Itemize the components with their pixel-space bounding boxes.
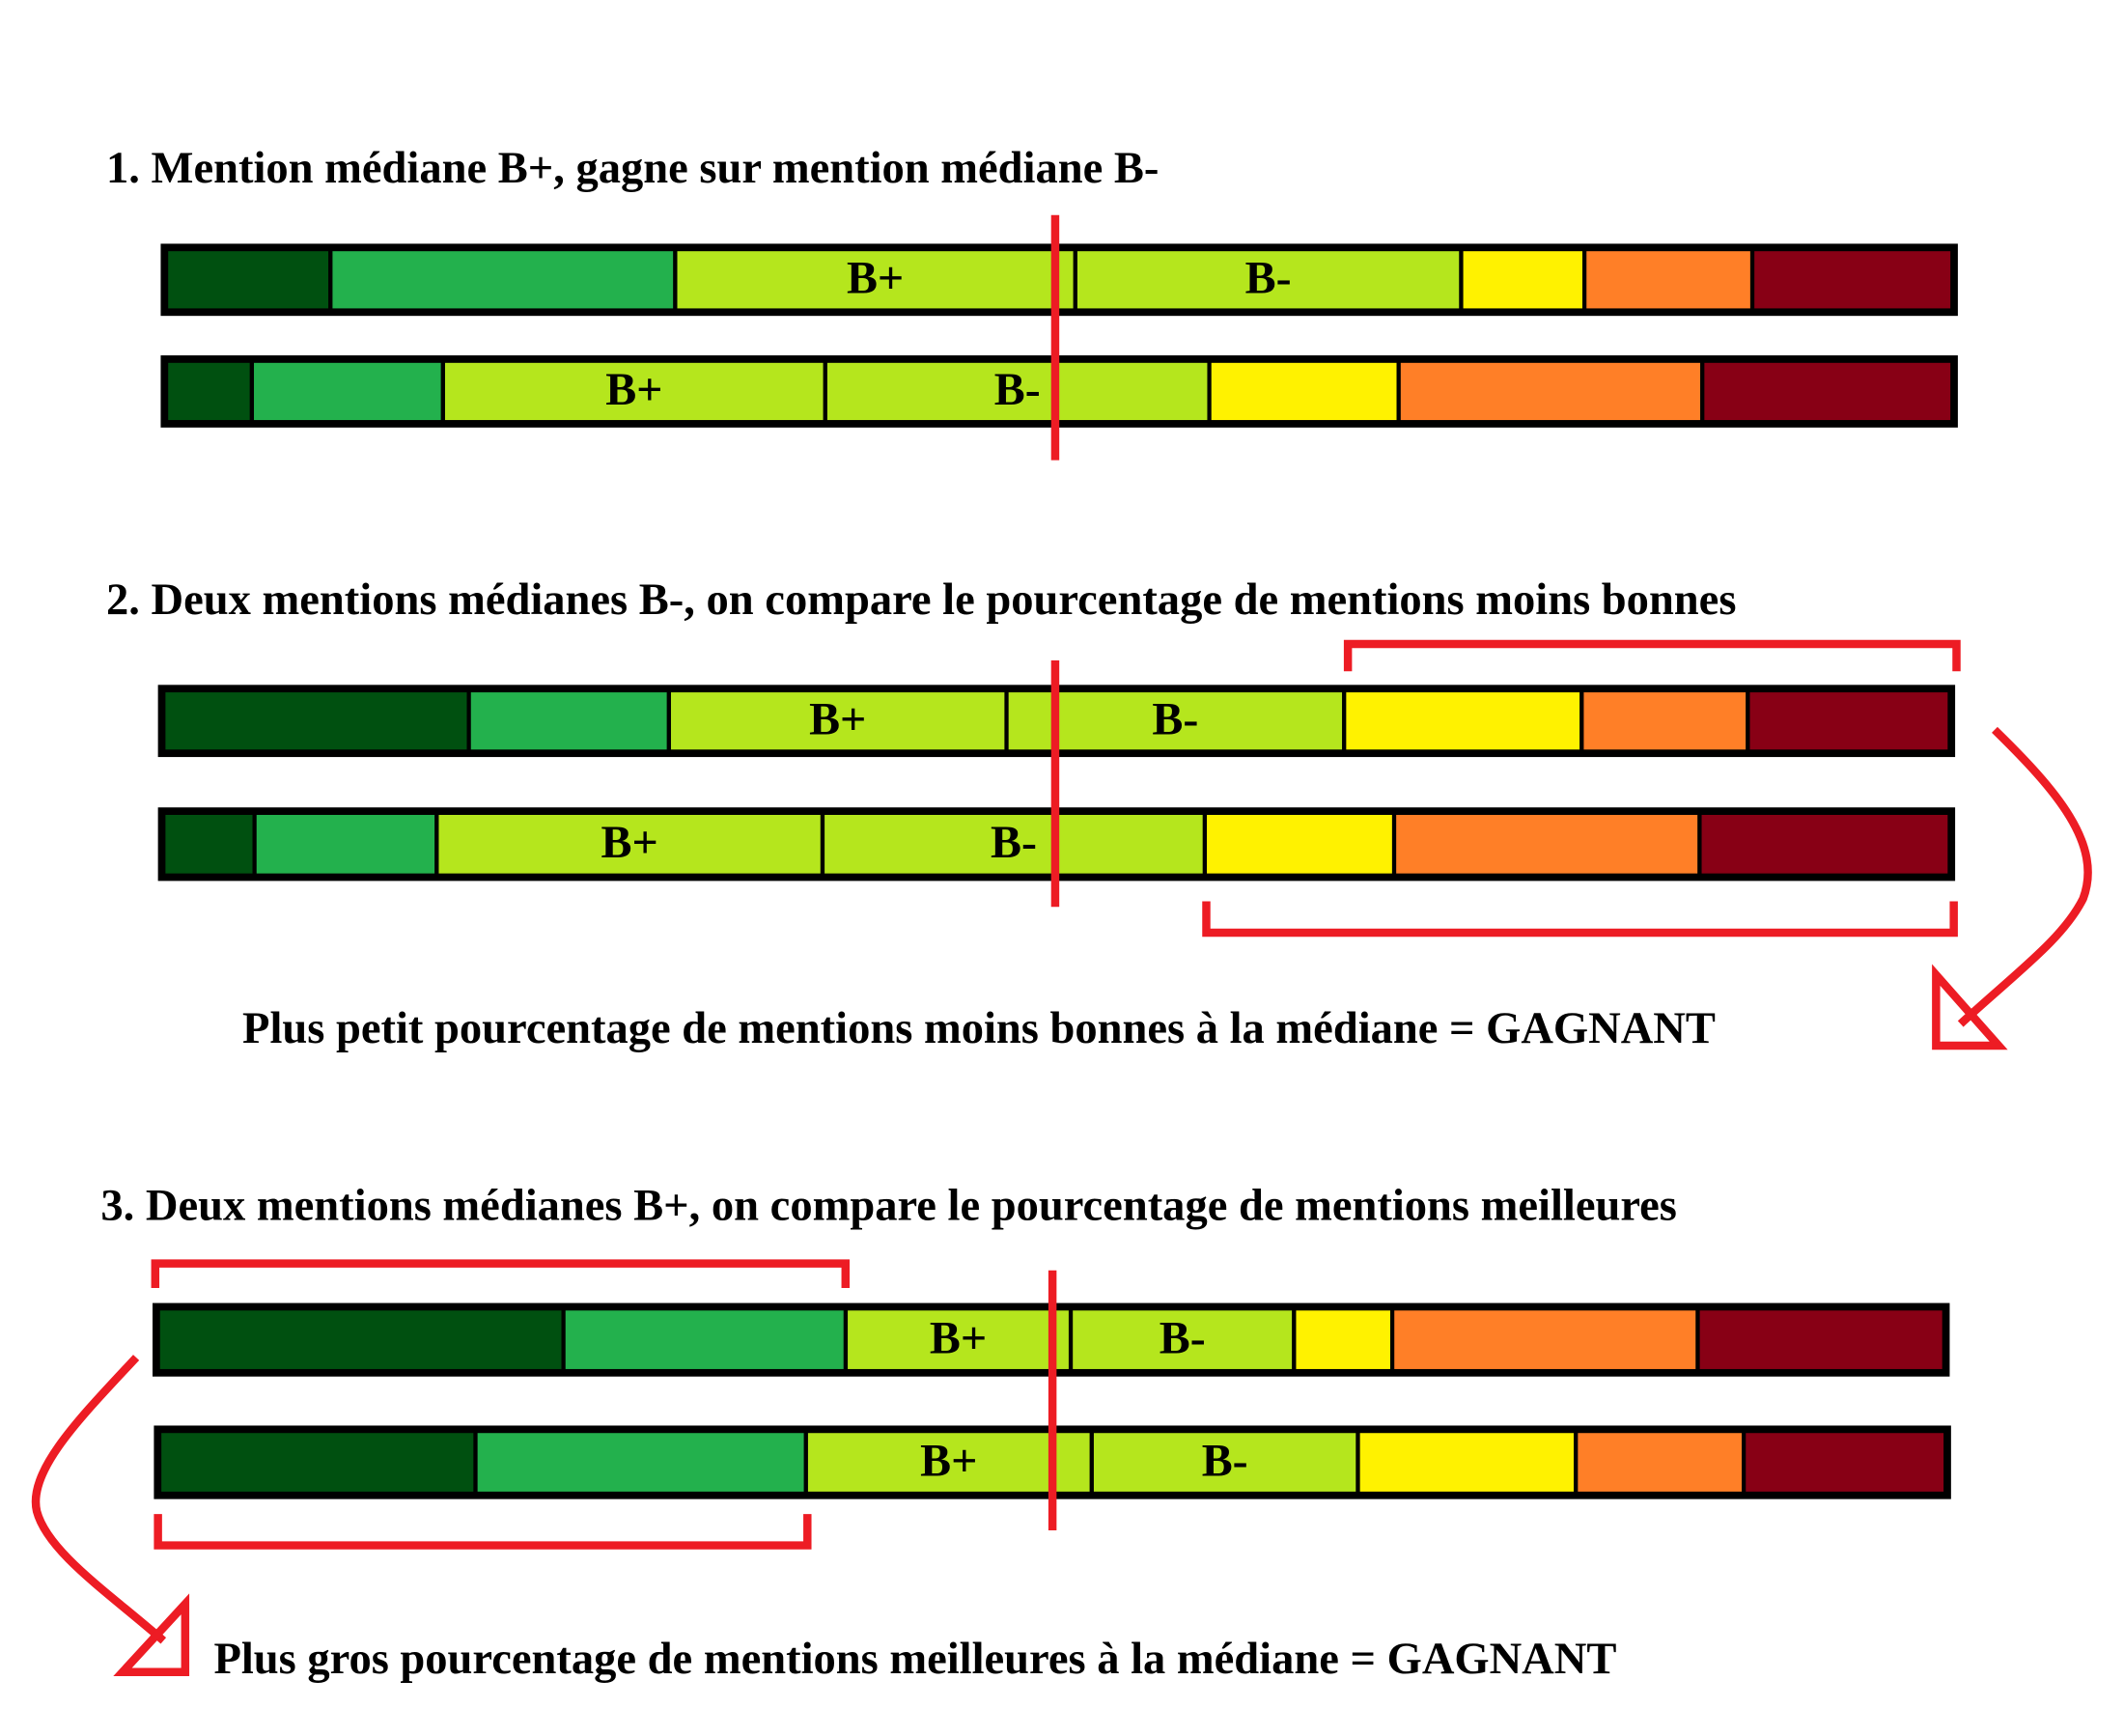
grade-segment-6 <box>1582 246 1755 313</box>
grade-segment-6 <box>1579 687 1750 754</box>
grade-segment-6 <box>1389 1306 1700 1374</box>
section-2-bottom-bracket <box>1202 901 1958 938</box>
grade-segment-label: B+ <box>809 694 866 745</box>
grade-segment-5 <box>1355 1429 1579 1497</box>
grade-segment-5 <box>1292 1306 1395 1374</box>
section-1-title: 1. Mention médiane B+, gagne sur mention… <box>106 144 1159 193</box>
grade-segment-label: B- <box>991 817 1037 868</box>
grade-segment-2 <box>473 1429 808 1497</box>
section-3-bottom-bracket <box>154 1514 812 1550</box>
grade-segment-1 <box>155 1306 566 1374</box>
grade-segment-7 <box>1697 810 1952 878</box>
grade-segment-1 <box>163 358 255 425</box>
grade-segment-4 <box>820 810 1208 878</box>
grade-segment-5 <box>1207 358 1401 425</box>
grade-segment-3 <box>843 1306 1074 1374</box>
section-2-conclusion: Plus petit pourcentage de mentions moins… <box>242 1004 1716 1053</box>
grade-segment-label: B- <box>994 364 1041 415</box>
section-3-top-bracket <box>151 1259 851 1289</box>
section-2-title: 2. Deux mentions médianes B-, on compare… <box>106 575 1736 625</box>
grade-segment-label: B+ <box>601 817 658 868</box>
section-3-title: 3. Deux mentions médianes B+, on compare… <box>100 1182 1676 1231</box>
grade-segment-6 <box>1396 358 1705 425</box>
section-2-top-bracket <box>1343 639 1961 672</box>
section-1-bar-2: B+ B- <box>160 355 1958 428</box>
section-2-curved-arrow <box>1957 726 2092 1027</box>
grade-segment-3 <box>434 810 825 878</box>
grade-segment-3 <box>666 687 1009 754</box>
grade-segment-5 <box>1202 810 1397 878</box>
grade-segment-1 <box>156 1429 478 1497</box>
section-2-arrowhead-icon <box>1932 964 2008 1050</box>
grade-segment-2 <box>252 810 439 878</box>
grade-segment-3 <box>440 358 827 425</box>
grade-segment-4 <box>823 358 1212 425</box>
grade-segment-2 <box>249 358 445 425</box>
grade-segment-label: B+ <box>920 1435 977 1486</box>
grade-segment-label: B+ <box>847 253 904 304</box>
grade-segment-label: B- <box>1245 253 1292 304</box>
grade-segment-6 <box>1391 810 1702 878</box>
grade-segment-2 <box>328 246 678 313</box>
section-3-curved-arrow <box>31 1355 167 1644</box>
grade-segment-7 <box>1746 687 1952 754</box>
grade-segment-7 <box>1700 358 1955 425</box>
grade-segment-6 <box>1574 1429 1747 1497</box>
grade-segment-label: B+ <box>930 1312 987 1363</box>
grade-segment-2 <box>466 687 671 754</box>
grade-segment-3 <box>673 246 1077 313</box>
grade-segment-7 <box>1695 1306 1946 1374</box>
grade-segment-label: B+ <box>605 364 662 415</box>
grade-segment-5 <box>1342 687 1584 754</box>
grade-segment-label: B- <box>1202 1435 1248 1486</box>
grade-segment-4 <box>1004 687 1347 754</box>
grade-segment-2 <box>561 1306 849 1374</box>
grade-segment-5 <box>1459 246 1587 313</box>
grade-segment-label: B- <box>1152 694 1198 745</box>
section-3-conclusion: Plus gros pourcentage de mentions meille… <box>213 1635 1616 1684</box>
section-3-arrowhead-icon <box>113 1593 190 1676</box>
grade-segment-1 <box>163 246 333 313</box>
section-1-bar-1: B+ B- <box>160 243 1958 317</box>
grade-segment-7 <box>1742 1429 1948 1497</box>
grade-segment-1 <box>161 687 471 754</box>
grade-segment-1 <box>161 810 257 878</box>
grade-segment-label: B- <box>1160 1312 1206 1363</box>
grade-segment-7 <box>1749 246 1955 313</box>
grade-segment-4 <box>1068 1306 1297 1374</box>
